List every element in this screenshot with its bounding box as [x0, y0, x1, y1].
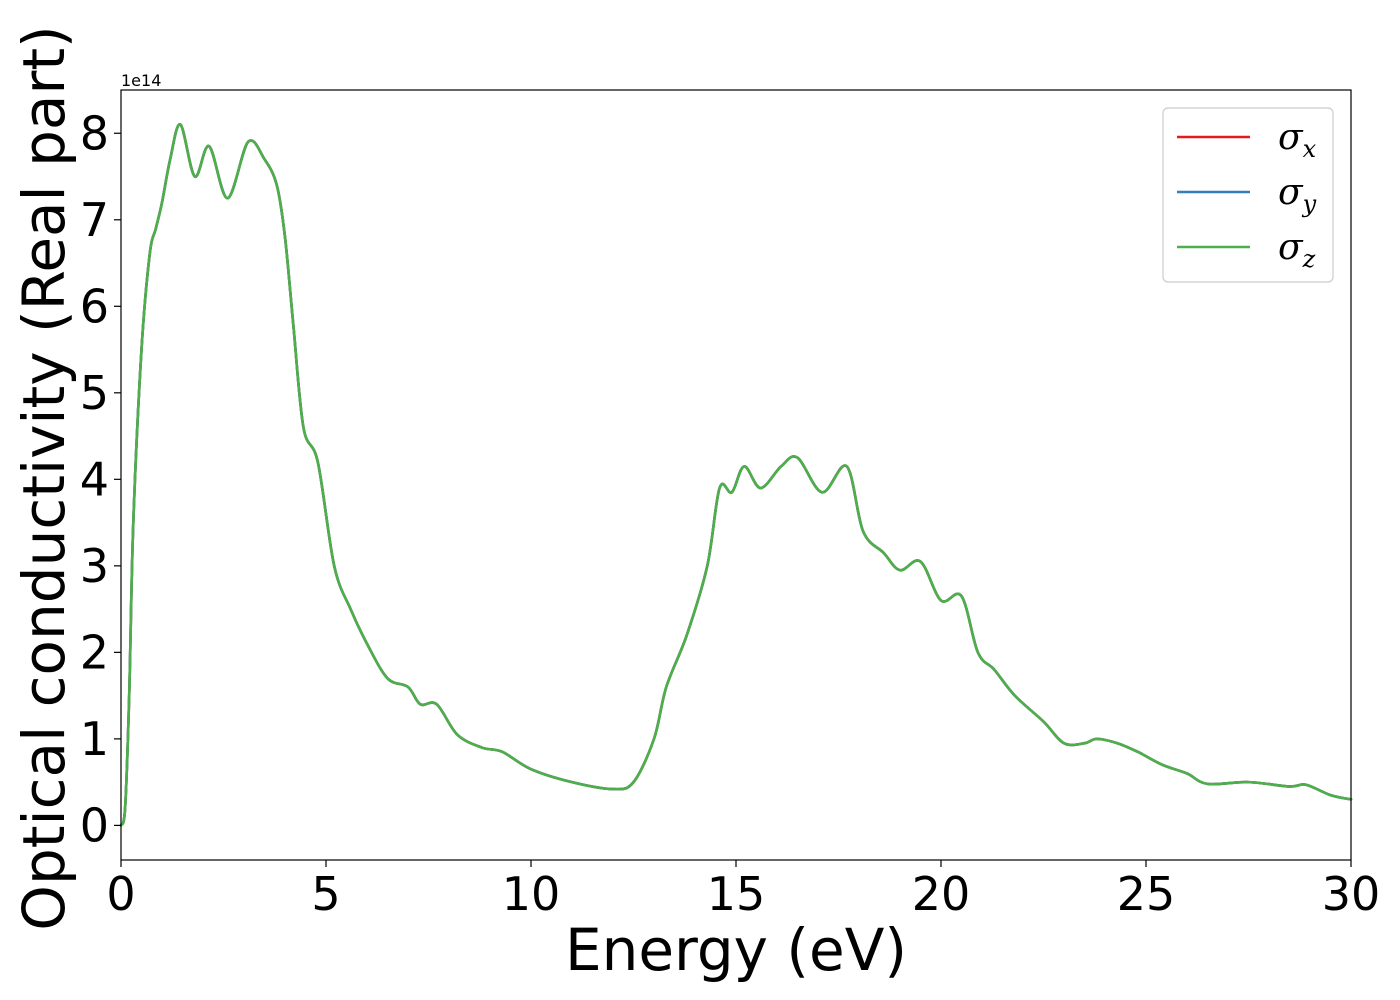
legend-items: σx σy σz: [1177, 117, 1317, 273]
y-tick-label-6: 6: [80, 279, 109, 333]
y-axis-title: Optical conductivity (Real part): [10, 25, 78, 930]
x-axis-ticks: 0 5 10 15 20 25 30: [106, 860, 1380, 921]
y-tick-label-5: 5: [80, 366, 109, 420]
legend-box: [1162, 107, 1334, 283]
y-tick-label-3: 3: [80, 539, 109, 593]
y-offset-label: 1e14: [121, 71, 161, 90]
legend: σx σy σz: [1162, 107, 1334, 283]
x-tick-label-4: 20: [912, 867, 971, 921]
y-tick-label-8: 8: [80, 106, 109, 160]
legend-label-2: σz: [1278, 227, 1316, 273]
x-tick-label-3: 15: [707, 867, 766, 921]
y-tick-label-7: 7: [80, 193, 109, 247]
legend-label-1: σy: [1278, 172, 1317, 218]
y-tick-label-0: 0: [80, 798, 109, 852]
x-tick-label-2: 10: [502, 867, 561, 921]
legend-label-0: σx: [1278, 117, 1317, 163]
y-tick-label-2: 2: [80, 625, 109, 679]
x-tick-label-1: 5: [311, 867, 340, 921]
x-tick-label-0: 0: [106, 867, 135, 921]
x-tick-label-6: 30: [1322, 867, 1381, 921]
y-tick-label-1: 1: [80, 712, 109, 766]
y-axis-ticks: 0 1 2 3 4 5 6 7 8: [80, 106, 121, 852]
series-layer: [119, 123, 1353, 827]
x-tick-label-5: 25: [1117, 867, 1176, 921]
x-axis-title: Energy (eV): [565, 916, 907, 984]
series-line-2: [119, 123, 1353, 827]
y-tick-label-4: 4: [80, 452, 109, 506]
